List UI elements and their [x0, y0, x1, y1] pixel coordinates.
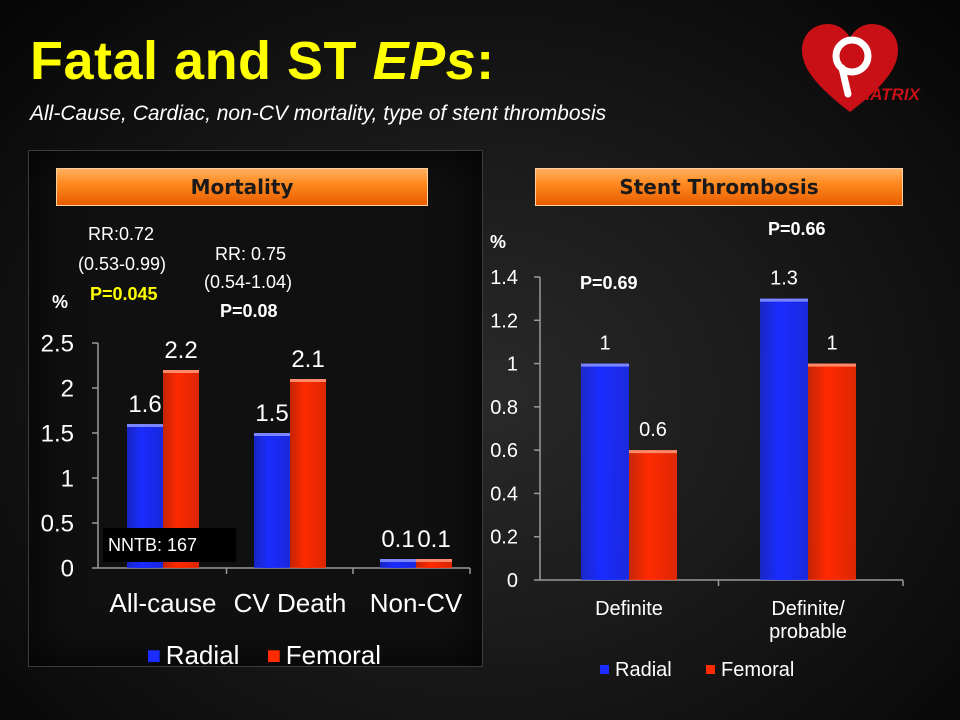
mortality-category-label: All-cause	[110, 588, 217, 618]
rr1-pvalue: P=0.045	[90, 284, 158, 304]
mortality-data-label-radial: 1.5	[255, 400, 288, 427]
stent-ytick-label: 1	[507, 354, 518, 376]
mortality-data-label-femoral: 2.2	[164, 337, 197, 364]
stent-data-label-femoral: 0.6	[639, 419, 667, 441]
nntb-box: NNTB: 167	[103, 528, 236, 562]
rr2-pvalue: P=0.08	[220, 301, 278, 321]
stent-category-label: probable	[769, 621, 847, 643]
title-text-main: Fatal and ST	[30, 31, 373, 91]
mortality-bar-femoral	[416, 559, 452, 568]
stent-thrombosis-banner: Stent Thrombosis	[535, 168, 903, 206]
stent-bar-top-femoral	[629, 450, 677, 454]
mortality-legend-swatch-femoral	[268, 650, 280, 662]
p-definite-probable: P=0.66	[768, 219, 826, 239]
mortality-ytick-label: 0	[61, 555, 74, 582]
title-text-italic: EPs	[372, 31, 477, 91]
mortality-ytick-label: 0.5	[41, 510, 74, 537]
slide-subtitle: All-Cause, Cardiac, non-CV mortality, ty…	[30, 102, 607, 125]
stent-bar-top-radial	[581, 363, 629, 367]
logo-heart-icon	[802, 24, 898, 112]
stent-data-label-femoral: 1	[826, 333, 837, 355]
mortality-bar-top-femoral	[290, 379, 326, 382]
stent-ytick-label: 0.8	[490, 397, 518, 419]
mortality-bar-top-femoral	[416, 559, 452, 562]
rr2-line1: RR: 0.75	[215, 244, 287, 264]
rr1-line2: (0.53-0.99)	[78, 254, 167, 274]
mortality-bar-top-femoral	[163, 370, 199, 373]
stent-ytick-label: 1.2	[490, 310, 518, 332]
stent-bar-femoral	[629, 450, 677, 580]
mortality-bar-femoral	[290, 379, 326, 568]
mortality-data-label-radial: 1.6	[128, 391, 161, 418]
stent-y-unit: %	[490, 232, 507, 252]
stent-category-label: Definite	[595, 598, 663, 620]
slide-title: Fatal and ST EPs:	[30, 30, 495, 92]
stent-ytick-label: 0.6	[490, 440, 518, 462]
stent-legend-swatch-radial	[600, 665, 609, 674]
mortality-bar-top-radial	[254, 433, 290, 436]
mortality-legend-label-femoral: Femoral	[286, 640, 381, 670]
mortality-legend-label-radial: Radial	[166, 640, 240, 670]
mortality-data-label-femoral: 0.1	[417, 526, 450, 553]
stent-bar-radial	[581, 363, 629, 580]
stent-legend-label-radial: Radial	[615, 659, 672, 681]
rr1-line1: RR:0.72	[88, 224, 155, 244]
stent-legend-swatch-femoral	[706, 665, 715, 674]
mortality-bar-top-radial	[380, 559, 416, 562]
mortality-ytick-label: 1	[61, 465, 74, 492]
title-text-colon: :	[476, 31, 495, 91]
stent-data-label-radial: 1	[599, 333, 610, 355]
stent-ytick-label: 0.2	[490, 527, 518, 549]
stent-bar-radial	[760, 298, 808, 580]
matrix-logo: MATRIX	[802, 24, 922, 112]
mortality-data-label-femoral: 2.1	[291, 346, 324, 373]
mortality-bar-radial	[254, 433, 290, 568]
mortality-banner: Mortality	[56, 168, 428, 206]
rr2-line2: (0.54-1.04)	[204, 272, 293, 292]
mortality-data-label-radial: 0.1	[381, 526, 414, 553]
logo-text: MATRIX	[856, 85, 922, 104]
p-definite: P=0.69	[580, 273, 638, 293]
stent-bar-top-radial	[760, 298, 808, 302]
mortality-panel	[28, 150, 483, 667]
mortality-bar-top-radial	[127, 424, 163, 427]
stent-bar-femoral	[808, 363, 856, 580]
stent-bar-top-femoral	[808, 363, 856, 367]
mortality-ytick-label: 1.5	[41, 420, 74, 447]
stent-category-label: Definite/	[771, 598, 845, 620]
stent-data-label-radial: 1.3	[770, 268, 798, 290]
mortality-category-label: Non-CV	[370, 588, 463, 618]
stent-legend-label-femoral: Femoral	[721, 659, 794, 681]
stent-ytick-label: 0	[507, 570, 518, 592]
stent-ytick-label: 1.4	[490, 267, 518, 289]
mortality-bar-radial	[380, 559, 416, 568]
mortality-y-unit: %	[52, 292, 69, 312]
mortality-legend-swatch-radial	[148, 650, 160, 662]
stent-ytick-label: 0.4	[490, 483, 518, 505]
mortality-category-label: CV Death	[234, 588, 347, 618]
mortality-ytick-label: 2	[61, 375, 74, 402]
logo-swirl-icon	[832, 36, 872, 76]
mortality-ytick-label: 2.5	[41, 330, 74, 357]
